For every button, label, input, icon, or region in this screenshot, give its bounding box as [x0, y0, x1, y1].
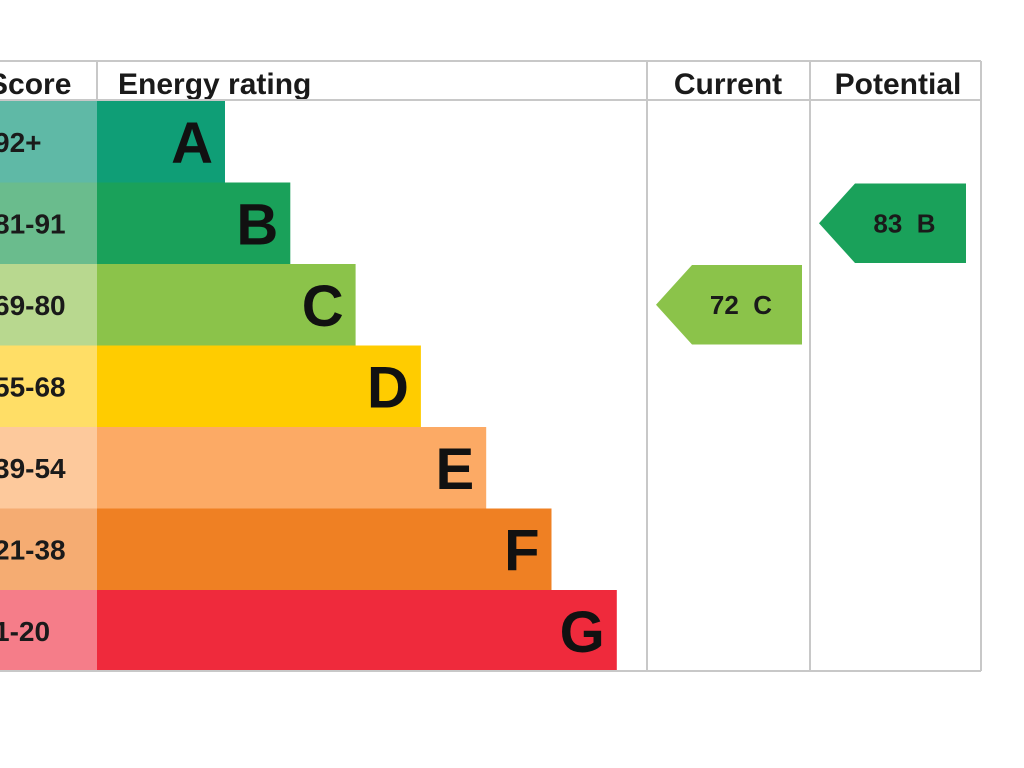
header-current: Current: [674, 68, 782, 101]
band-bar-a: [97, 101, 225, 183]
score-range-a: 92+: [0, 127, 42, 158]
header-potential: Potential: [835, 68, 962, 101]
score-cell-c: [0, 264, 97, 346]
header-energy-rating: Energy rating: [118, 68, 311, 101]
band-bar-f: [97, 508, 552, 590]
score-cell-b: [0, 182, 97, 264]
score-range-c: 69-80: [0, 290, 66, 321]
potential-arrow-shape: [819, 183, 966, 263]
rating-bands: 92+ A 81-91 B 69-80 C 55-68 D 39-54 E 21-38 F 1-20 G: [0, 101, 617, 672]
score-cell-g: [0, 590, 97, 672]
score-cell-e: [0, 427, 97, 509]
score-range-e: 39-54: [0, 453, 66, 484]
score-range-g: 1-20: [0, 616, 50, 647]
potential-rating-arrow: 83 B: [819, 183, 966, 263]
current-rating-label: 72 C: [710, 290, 772, 320]
score-range-b: 81-91: [0, 208, 66, 239]
current-rating-arrow: 72 C: [656, 265, 802, 345]
current-arrow-shape: [656, 265, 802, 345]
band-letter-c: C: [302, 274, 344, 339]
potential-rating-label: 83 B: [873, 208, 935, 238]
band-letter-g: G: [560, 600, 605, 665]
band-bar-d: [97, 345, 421, 427]
score-range-f: 21-38: [0, 534, 66, 565]
header-score: Score: [0, 68, 71, 101]
band-bar-e: [97, 427, 487, 509]
band-bar-b: [97, 182, 291, 264]
score-range-d: 55-68: [0, 371, 66, 402]
band-letter-f: F: [504, 518, 539, 583]
score-cell-f: [0, 508, 97, 590]
band-letter-e: E: [436, 437, 475, 502]
band-letter-a: A: [171, 111, 213, 176]
band-letter-d: D: [367, 355, 409, 420]
band-bar-g: [97, 590, 617, 672]
band-bar-c: [97, 264, 356, 346]
score-cell-d: [0, 345, 97, 427]
score-cell-a: [0, 101, 97, 183]
table-grid: [0, 60, 982, 672]
band-letter-b: B: [236, 192, 278, 257]
